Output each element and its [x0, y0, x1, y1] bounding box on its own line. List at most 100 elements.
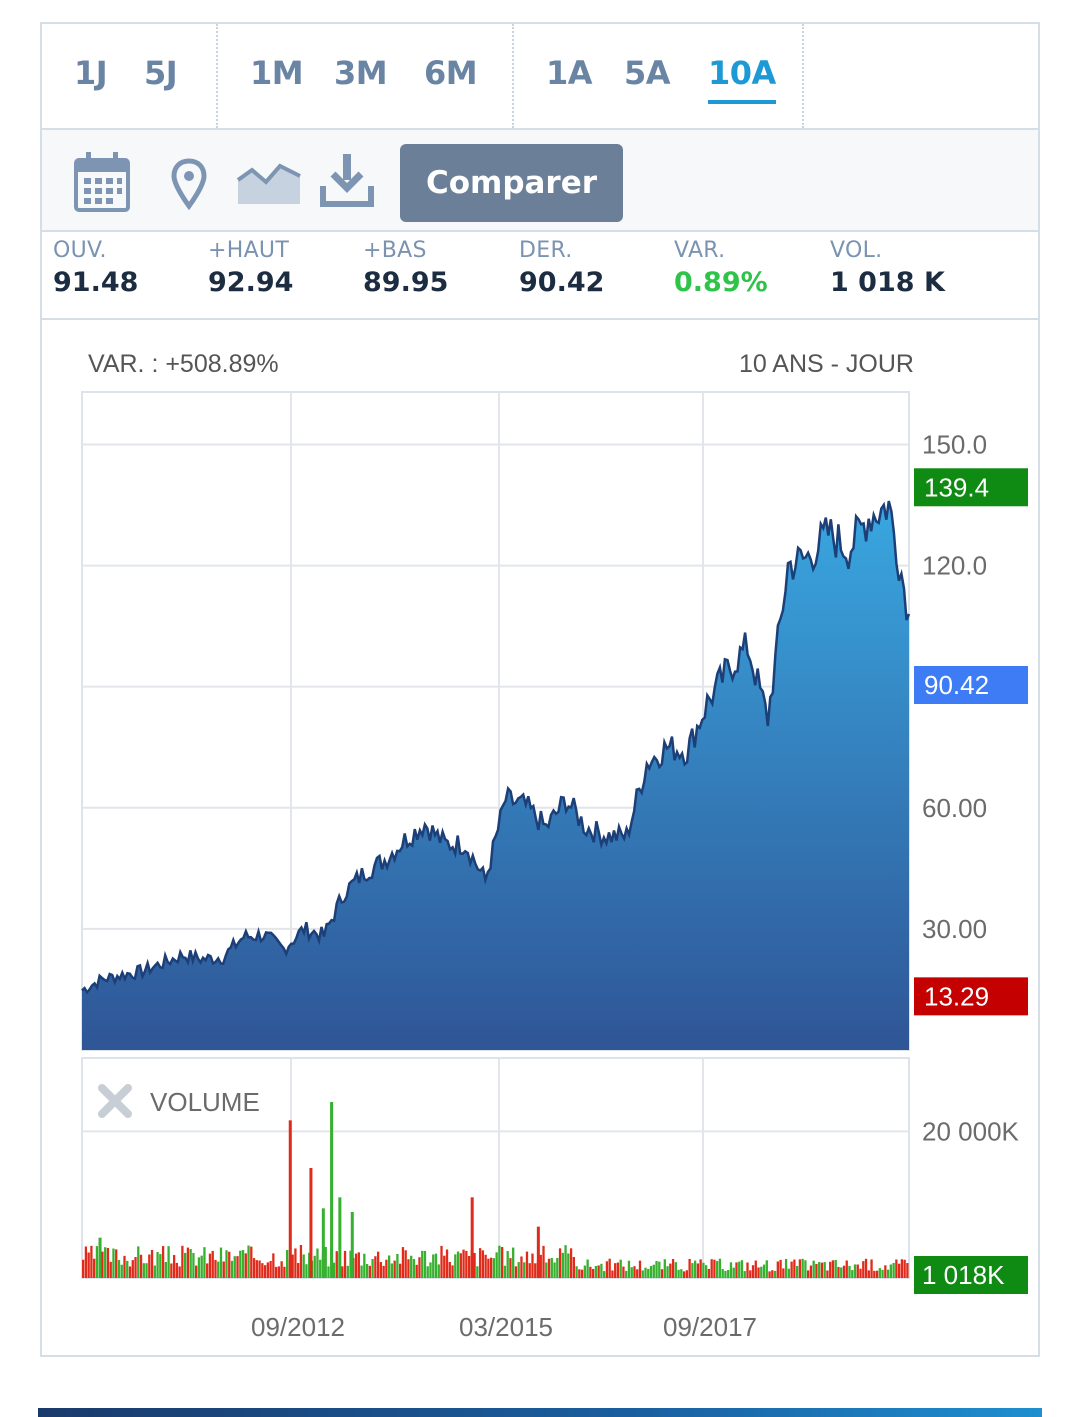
x-tick-label: 09/2012 [251, 1312, 345, 1342]
volume-bar [523, 1262, 526, 1278]
volume-spike [321, 1208, 325, 1278]
volume-bar [834, 1259, 837, 1278]
quote-label: VOL. [830, 238, 883, 263]
tab-5j[interactable]: 5J [144, 54, 178, 92]
volume-bar [115, 1249, 118, 1278]
tab-1m[interactable]: 1M [250, 54, 304, 92]
tab-1a[interactable]: 1A [546, 54, 593, 92]
volume-bar [809, 1265, 813, 1278]
volume-bar [432, 1254, 435, 1278]
volume-bar [255, 1260, 258, 1278]
volume-bar [614, 1263, 617, 1278]
volume-spike [536, 1226, 540, 1278]
volume-plot-frame [81, 1057, 910, 1279]
volume-bar [804, 1260, 807, 1278]
tab-5a[interactable]: 5A [624, 54, 671, 92]
price-tag-label: 13.29 [924, 981, 989, 1011]
volume-bar [112, 1248, 115, 1278]
volume-bar [117, 1260, 121, 1278]
volume-bar [285, 1249, 289, 1278]
volume-spike [309, 1168, 313, 1278]
volume-bar [575, 1266, 578, 1278]
volume-bar [252, 1258, 256, 1278]
volume-bar [897, 1263, 901, 1278]
volume-bar [886, 1269, 890, 1278]
volume-bar [873, 1270, 876, 1278]
volume-bar [343, 1250, 347, 1278]
volume-bar [440, 1245, 443, 1278]
volume-bar [454, 1254, 457, 1278]
volume-bar [134, 1257, 137, 1278]
volume-bar [815, 1263, 818, 1278]
volume-bar [412, 1259, 416, 1278]
map-pin-icon[interactable] [170, 158, 208, 210]
volume-bar [848, 1265, 851, 1278]
quote-value: 89.95 [363, 267, 449, 298]
volume-bar [594, 1265, 598, 1278]
quote-high: +HAUT 92.94 [208, 238, 293, 298]
volume-bar [291, 1254, 294, 1278]
volume-bar [900, 1259, 904, 1278]
volume-bar [467, 1256, 471, 1278]
volume-close-button[interactable] [98, 1084, 132, 1118]
volume-bar [95, 1246, 99, 1278]
volume-bar [729, 1262, 733, 1278]
volume-bar [895, 1259, 898, 1278]
volume-bar [569, 1248, 573, 1278]
volume-bar [399, 1263, 402, 1278]
tab-10a[interactable]: 10A [708, 54, 776, 104]
volume-bar [206, 1263, 209, 1278]
volume-bar [476, 1266, 479, 1278]
volume-bar [230, 1260, 234, 1278]
volume-bar [514, 1266, 518, 1278]
y-tick-label: 60.00 [922, 793, 987, 823]
volume-bar [396, 1254, 399, 1278]
volume-bar [600, 1263, 603, 1278]
volume-bar [335, 1251, 338, 1278]
stock-chart-widget: 1J 5J 1M 3M 6M 1A 5A 10A [40, 22, 1040, 1357]
volume-bar [360, 1265, 363, 1278]
volume-bar [481, 1250, 485, 1278]
volume-bar [878, 1268, 881, 1278]
price-volume-chart[interactable]: 150.0120.090.0060.0030.00139.490.4213.29… [42, 320, 1038, 1355]
tab-1j[interactable]: 1J [74, 54, 108, 92]
volume-bar [534, 1263, 537, 1278]
compare-button[interactable]: Comparer [400, 144, 623, 222]
volume-bar [710, 1259, 713, 1278]
volume-bar [682, 1271, 686, 1278]
volume-bar [561, 1252, 564, 1278]
tab-6m[interactable]: 6M [424, 54, 478, 92]
volume-bar [371, 1259, 374, 1278]
volume-bar [556, 1257, 559, 1278]
price-tag-bg [914, 665, 1028, 704]
volume-bar [150, 1249, 154, 1278]
volume-bar [550, 1258, 553, 1278]
x-tick-label: 03/2015 [459, 1312, 553, 1342]
volume-bar [426, 1266, 429, 1278]
chart-toolbar: Comparer [42, 130, 1038, 232]
area-chart-icon[interactable] [236, 160, 302, 206]
volume-bar [319, 1259, 322, 1278]
volume-bar [247, 1245, 250, 1278]
volume-bar [696, 1263, 700, 1278]
calendar-icon[interactable] [72, 150, 132, 214]
volume-bar [517, 1262, 520, 1278]
volume-bar [156, 1252, 159, 1278]
volume-bar [845, 1260, 848, 1278]
volume-bar [137, 1246, 140, 1278]
volume-bar [263, 1265, 267, 1278]
download-icon[interactable] [320, 152, 374, 208]
volume-bar [773, 1270, 777, 1278]
volume-bar [197, 1257, 201, 1278]
volume-bar [671, 1259, 675, 1278]
volume-bar [484, 1254, 487, 1278]
volume-bar [283, 1266, 286, 1278]
tab-3m[interactable]: 3M [334, 54, 388, 92]
volume-bar [567, 1253, 570, 1278]
volume-bar [856, 1264, 859, 1278]
volume-bar [434, 1253, 438, 1278]
volume-bar [316, 1248, 319, 1278]
volume-bar [189, 1249, 192, 1278]
volume-bar [429, 1262, 432, 1278]
quote-value: 0.89% [674, 267, 768, 298]
